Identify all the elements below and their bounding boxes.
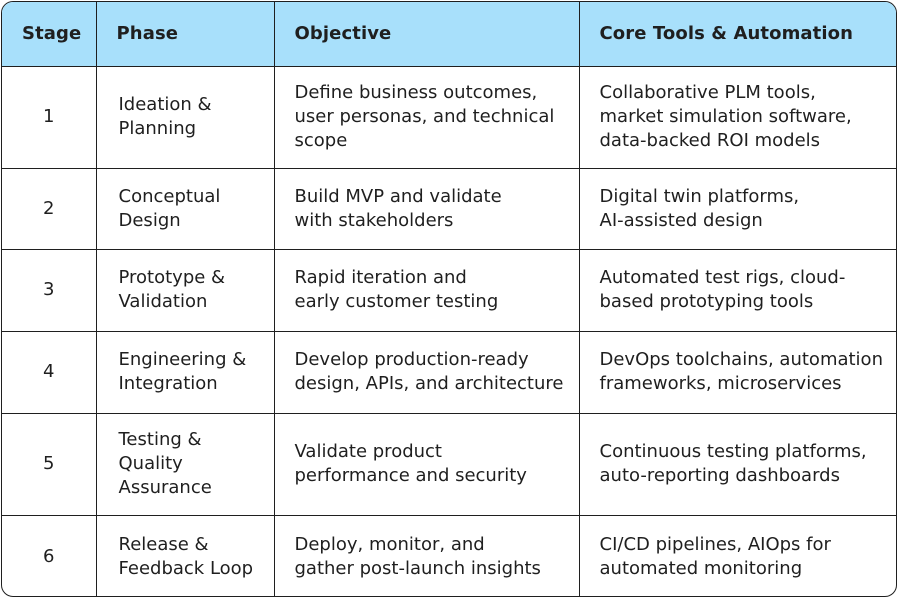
phase-text: Engineering & Integration [118,349,247,394]
table-row: 4 Engineering & Integration Develop prod… [2,331,896,414]
stage-cell: 5 [2,413,97,516]
stage-number: 1 [43,106,55,127]
stage-cell: 1 [2,66,97,169]
stage-cell: 6 [2,515,97,596]
table-row: 2 Conceptual Design Build MVP and valida… [2,168,896,250]
objective-cell: Define business outcomes, user personas,… [274,66,580,169]
objective-cell: Develop production-ready design, APIs, a… [274,331,580,414]
table-row: 1 Ideation & Planning Define business ou… [2,66,896,169]
header-objective: Objective [274,2,580,67]
stage-number: 2 [43,197,55,219]
objective-text: Develop production-ready design, APIs, a… [294,349,564,394]
stage-number: 5 [43,453,55,474]
objective-text: Validate product performance and securit… [294,441,527,486]
phase-cell: Engineering & Integration [96,331,275,414]
objective-text: Deploy, monitor, and gather post-launch … [294,533,541,579]
tools-cell: CI/CD pipelines, AIOps for automated mon… [579,515,896,596]
table-row: 3 Prototype & Validation Rapid iteration… [2,249,896,332]
stage-number: 6 [43,545,55,567]
phase-cell: Ideation & Planning [96,66,275,169]
tools-text: CI/CD pipelines, AIOps for automated mon… [599,533,831,579]
objective-text: Build MVP and validate with stakeholders [294,185,502,231]
phase-cell: Release & Feedback Loop [96,515,275,596]
phase-cell: Conceptual Design [96,168,275,250]
objective-cell: Rapid iteration and early customer testi… [274,249,580,332]
stage-cell: 4 [2,331,97,414]
stage-number: 3 [43,279,55,300]
phase-cell: Testing & Quality Assurance [96,413,275,516]
tools-text: Digital twin platforms, AI-assisted desi… [599,185,800,231]
tools-cell: DevOps toolchains, automation frameworks… [579,331,896,414]
tools-text: DevOps toolchains, automation frameworks… [599,349,883,394]
tools-cell: Automated test rigs, cloud- based protot… [579,249,896,332]
table-body: 1 Ideation & Planning Define business ou… [2,66,896,596]
stage-cell: 2 [2,168,97,250]
objective-text: Define business outcomes, user personas,… [294,82,555,151]
phase-cell: Prototype & Validation [96,249,275,332]
table-row: 5 Testing & Quality Assurance Validate p… [2,413,896,516]
objective-cell: Validate product performance and securit… [274,413,580,516]
objective-cell: Deploy, monitor, and gather post-launch … [274,515,580,596]
table-header: Stage Phase Objective Core Tools & Autom… [2,2,896,67]
phase-text: Release & Feedback Loop [118,533,254,579]
stage-cell: 3 [2,249,97,332]
objective-text: Rapid iteration and early customer testi… [294,267,499,312]
objective-cell: Build MVP and validate with stakeholders [274,168,580,250]
stage-number: 4 [43,361,55,382]
phase-text: Prototype & Validation [118,267,226,312]
header-row: Stage Phase Objective Core Tools & Autom… [2,2,896,67]
header-tools: Core Tools & Automation [579,2,896,67]
phase-text: Conceptual Design [118,185,221,231]
tools-text: Collaborative PLM tools, market simulati… [599,82,852,151]
tools-cell: Collaborative PLM tools, market simulati… [579,66,896,169]
phase-text: Ideation & Planning [118,94,212,139]
tools-cell: Continuous testing platforms, auto-repor… [579,413,896,516]
tools-text: Automated test rigs, cloud- based protot… [599,267,846,312]
tools-cell: Digital twin platforms, AI-assisted desi… [579,168,896,250]
header-stage: Stage [2,2,97,67]
phase-text: Testing & Quality Assurance [118,429,212,498]
table-row: 6 Release & Feedback Loop Deploy, monito… [2,515,896,596]
tools-text: Continuous testing platforms, auto-repor… [599,441,867,486]
header-phase: Phase [96,2,275,67]
